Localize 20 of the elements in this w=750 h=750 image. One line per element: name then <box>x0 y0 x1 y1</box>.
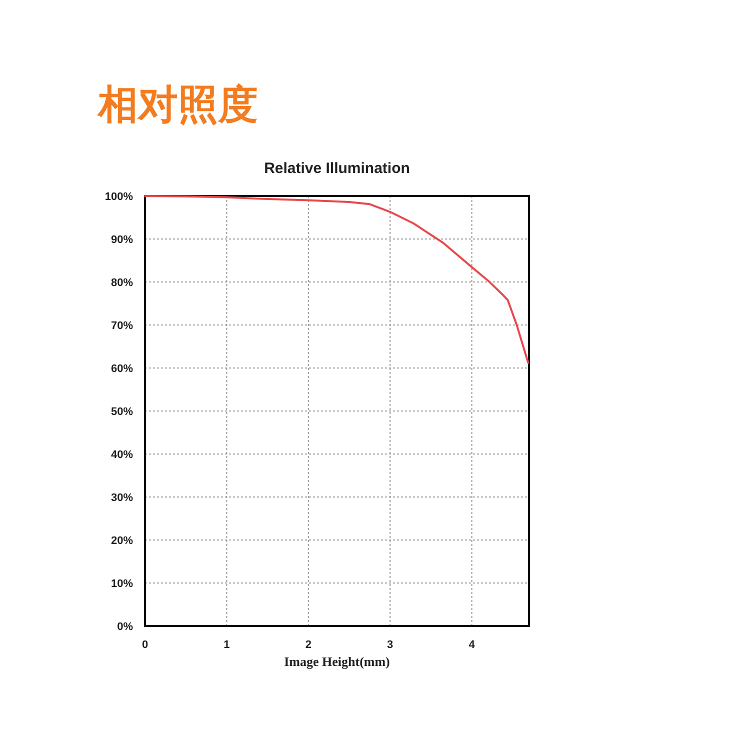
y-tick-label: 30% <box>110 492 134 504</box>
y-tick-label: 100% <box>104 191 134 203</box>
y-tick-label: 70% <box>110 320 134 332</box>
chart-subtitle: Relative Illumination <box>264 160 410 177</box>
chart-title: 相对照度 <box>97 82 258 128</box>
y-tick-label: 20% <box>110 535 134 547</box>
x-tick-label: 2 <box>305 639 312 651</box>
x-axis-title: Image Height(mm) <box>284 654 390 669</box>
y-tick-label: 10% <box>110 578 134 590</box>
x-tick-label: 0 <box>142 639 148 651</box>
x-tick-label: 3 <box>387 639 394 651</box>
x-tick-label: 4 <box>468 639 476 651</box>
y-tick-label: 50% <box>110 406 134 418</box>
y-tick-label: 80% <box>110 277 134 289</box>
y-tick-label: 0% <box>117 621 134 633</box>
x-tick-label: 1 <box>224 639 230 651</box>
y-tick-label: 60% <box>110 363 134 375</box>
y-tick-label: 40% <box>110 449 134 461</box>
y-tick-label: 90% <box>110 234 134 246</box>
line-series <box>144 195 530 364</box>
